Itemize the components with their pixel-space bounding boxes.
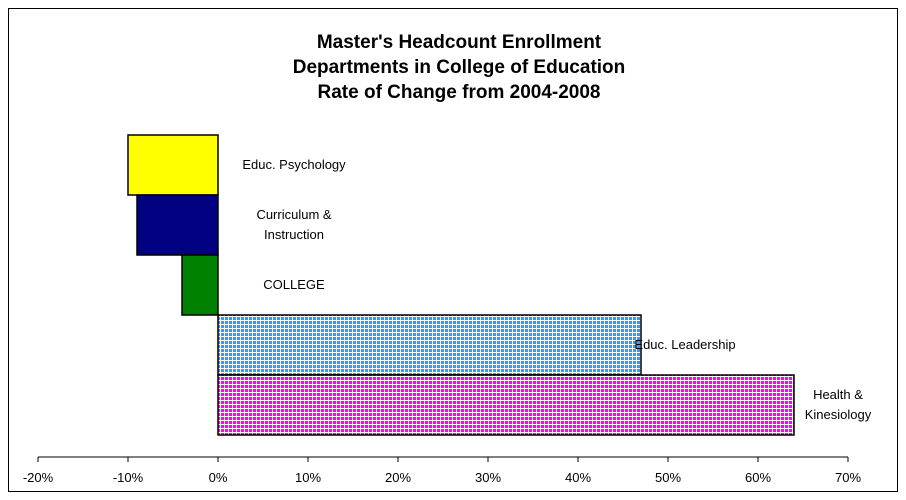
- category-label-1: Curriculum & Instruction: [256, 207, 331, 242]
- bar-3: [217, 314, 642, 376]
- chart-title: Master's Headcount Enrollment Department…: [293, 32, 626, 103]
- chart-title-line-1: Master's Headcount Enrollment: [317, 32, 602, 53]
- category-label-line: Educ. Leadership: [634, 337, 735, 352]
- category-label-line: Health &: [813, 387, 863, 402]
- category-label-line: Curriculum &: [256, 207, 331, 222]
- bar-1: [136, 194, 219, 256]
- x-tick-label: 0%: [209, 470, 228, 485]
- category-label-4: Health & Kinesiology: [805, 387, 872, 422]
- category-label-line: Instruction: [264, 227, 324, 242]
- chart-frame: Master's Headcount Enrollment Department…: [8, 8, 898, 492]
- x-tick-label: 50%: [655, 470, 681, 485]
- x-tick-label: 20%: [385, 470, 411, 485]
- category-label-2: COLLEGE: [263, 277, 325, 292]
- category-label-0: Educ. Psychology: [242, 157, 346, 172]
- chart-svg: Master's Headcount Enrollment Department…: [23, 32, 872, 485]
- category-label-line: Educ. Psychology: [242, 157, 346, 172]
- chart-title-line-3: Rate of Change from 2004-2008: [318, 82, 601, 103]
- x-axis: -20% -10% 0% 10% 20% 30% 40% 50% 60% 70%: [23, 456, 861, 485]
- x-tick-label: 60%: [745, 470, 771, 485]
- x-tick-label: 70%: [835, 470, 861, 485]
- x-tick-label: 30%: [475, 470, 501, 485]
- bar-2: [181, 254, 219, 316]
- x-tick-label: 40%: [565, 470, 591, 485]
- bar-4: [217, 374, 795, 436]
- x-tick-label: -10%: [113, 470, 144, 485]
- category-label-3: Educ. Leadership: [634, 337, 735, 352]
- bar-0: [127, 134, 219, 196]
- chart-title-line-2: Departments in College of Education: [293, 57, 626, 78]
- category-label-line: COLLEGE: [263, 277, 325, 292]
- category-label-line: Kinesiology: [805, 407, 872, 422]
- x-tick-label: -20%: [23, 470, 54, 485]
- x-tick-label: 10%: [295, 470, 321, 485]
- bars-group: [127, 134, 795, 436]
